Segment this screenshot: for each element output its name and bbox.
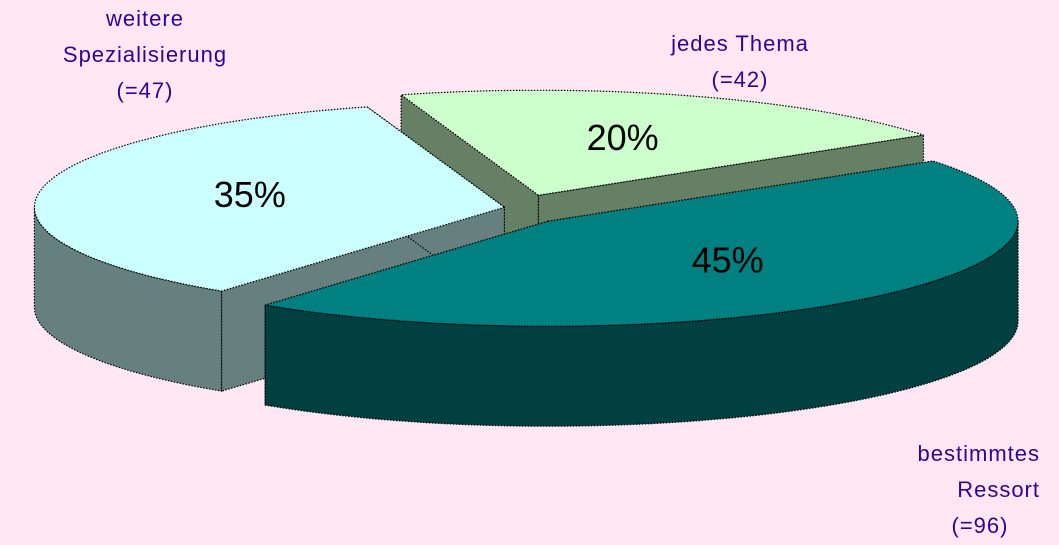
value-label: 20% bbox=[587, 117, 659, 158]
value-label: 35% bbox=[214, 174, 286, 215]
count-label: (=42) bbox=[712, 67, 769, 92]
slice bbox=[33, 106, 506, 292]
slice bbox=[399, 89, 924, 196]
slice bbox=[265, 160, 1019, 327]
slice-side bbox=[264, 221, 1019, 427]
value-label: 45% bbox=[692, 239, 764, 280]
category-label: Ressort bbox=[957, 477, 1040, 502]
count-label: (=96) bbox=[952, 513, 1009, 538]
count-label: (=47) bbox=[117, 78, 174, 103]
category-label: Spezialisierung bbox=[63, 42, 227, 67]
category-label: jedes Thema bbox=[670, 31, 809, 56]
category-label: weitere bbox=[105, 6, 184, 31]
category-label: bestimmtes bbox=[918, 441, 1040, 466]
